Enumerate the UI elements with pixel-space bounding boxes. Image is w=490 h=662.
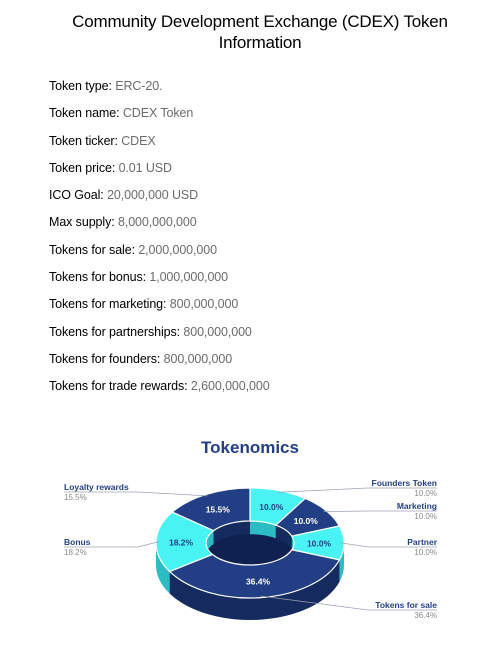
side-wall-tokens-for-sale	[169, 559, 340, 620]
info-value: 800,000,000	[183, 324, 252, 339]
slice-label-tokens-for-sale: 36.4%	[246, 577, 271, 587]
tokenomics-chart: Tokenomics 10.0% 10.0% 10.0% 36.4% 18.2% 15.5…	[58, 428, 450, 654]
chart-title: Tokenomics	[201, 438, 299, 457]
info-label: Tokens for bonus:	[49, 270, 146, 285]
leader-line-tokens-for-sale	[260, 595, 437, 611]
info-value: CDEX Token	[122, 106, 194, 121]
inner-wall-marketing	[275, 525, 292, 550]
info-row-token-name: Token name: CDEX Token	[49, 106, 270, 133]
info-row-token-price: Token price: 0.01 USD	[49, 161, 270, 188]
info-label: Tokens for partnerships:	[49, 324, 180, 339]
info-row-tokens-for-bonus: Tokens for bonus: 1,000,000,000	[49, 270, 270, 297]
legend-labels: Founders Token10.0%Marketing10.0%Partner…	[64, 478, 438, 620]
slice-tokens-for-sale	[168, 549, 341, 599]
info-label: Max supply:	[49, 215, 115, 230]
info-value: 0.01 USD	[118, 160, 173, 175]
info-value: 1,000,000,000	[149, 270, 228, 285]
info-row-ico-goal: ICO Goal: 20,000,000 USD	[49, 188, 270, 215]
info-value: 800,000,000	[163, 351, 233, 366]
info-label: Token name:	[49, 106, 120, 121]
legend-value-tokens-for-sale: 36.4%	[414, 611, 437, 620]
info-label: Tokens for trade rewards:	[49, 379, 188, 394]
info-label: ICO Goal:	[49, 188, 104, 203]
info-value: CDEX	[121, 133, 156, 148]
info-row-tokens-for-trade-rewards: Tokens for trade rewards: 2,600,000,000	[49, 379, 270, 406]
inner-wall-founders-token	[250, 521, 276, 539]
info-label: Tokens for marketing:	[49, 297, 167, 312]
info-row-token-ticker: Token ticker: CDEX	[49, 134, 270, 161]
tokenomics-svg: Tokenomics 10.0% 10.0% 10.0% 36.4% 18.2% 15.5…	[64, 438, 438, 620]
info-value: 2,600,000,000	[190, 379, 270, 394]
info-value: 800,000,000	[169, 297, 239, 312]
legend-value-loyalty-rewards: 15.5%	[64, 493, 87, 502]
legend-value-marketing: 10.0%	[414, 512, 437, 521]
info-label: Tokens for sale:	[49, 242, 135, 257]
slice-label-bonus: 18.2%	[169, 537, 194, 547]
page-title: Community Development Exchange (CDEX) To…	[40, 11, 480, 53]
legend-value-bonus: 18.2%	[64, 548, 87, 557]
slice-label-marketing: 10.0%	[294, 516, 319, 526]
info-row-tokens-for-sale: Tokens for sale: 2,000,000,000	[49, 243, 270, 270]
legend-value-partner: 10.0%	[414, 548, 437, 557]
donut-depth	[156, 521, 344, 620]
leader-lines	[64, 487, 437, 611]
info-row-token-type: Token type: ERC-20.	[49, 79, 270, 106]
slice-label-loyalty-rewards: 15.5%	[206, 504, 231, 514]
leader-line-bonus	[64, 541, 159, 548]
legend-value-founders-token: 10.0%	[414, 489, 437, 498]
side-wall-bonus	[156, 543, 170, 594]
info-label: Token price:	[49, 160, 116, 175]
info-value: 20,000,000 USD	[107, 188, 199, 203]
legend-name-founders-token: Founders Token	[372, 478, 438, 488]
info-value: 8,000,000,000	[117, 215, 197, 230]
donut-slices: 10.0% 10.0% 10.0% 36.4% 18.2% 15.5%	[155, 487, 345, 599]
leader-line-marketing	[323, 510, 437, 513]
info-row-tokens-for-founders: Tokens for founders: 800,000,000	[49, 352, 270, 379]
info-label: Tokens for founders:	[49, 351, 161, 366]
slice-loyalty-rewards	[171, 487, 251, 532]
leader-line-loyalty-rewards	[64, 491, 208, 497]
info-value: 2,000,000,000	[138, 242, 217, 257]
legend-name-partner: Partner	[407, 537, 437, 547]
info-label: Token ticker:	[49, 133, 118, 148]
slice-label-founders-token: 10.0%	[259, 502, 284, 512]
info-value: ERC-20.	[115, 79, 163, 93]
info-row-tokens-for-marketing: Tokens for marketing: 800,000,000	[49, 297, 270, 324]
leader-line-partner	[341, 542, 437, 548]
legend-name-loyalty-rewards: Loyalty rewards	[64, 482, 129, 492]
page-title-line-1: Community Development Exchange (CDEX) To…	[72, 12, 448, 31]
legend-name-tokens-for-sale: Tokens for sale	[375, 600, 437, 610]
slice-label-partner: 10.0%	[307, 538, 332, 548]
leader-line-founders-token	[278, 487, 437, 493]
info-row-max-supply: Max supply: 8,000,000,000	[49, 215, 270, 242]
info-row-tokens-for-partnerships: Tokens for partnerships: 800,000,000	[49, 325, 270, 352]
info-label: Token type:	[49, 79, 112, 93]
legend-name-bonus: Bonus	[64, 537, 91, 547]
token-info-list: Token type: ERC-20. Token name: CDEX Tok…	[49, 79, 270, 407]
legend-name-marketing: Marketing	[397, 501, 437, 511]
inner-wall-loyalty-rewards	[213, 521, 250, 544]
page-title-line-2: Information	[218, 33, 302, 52]
